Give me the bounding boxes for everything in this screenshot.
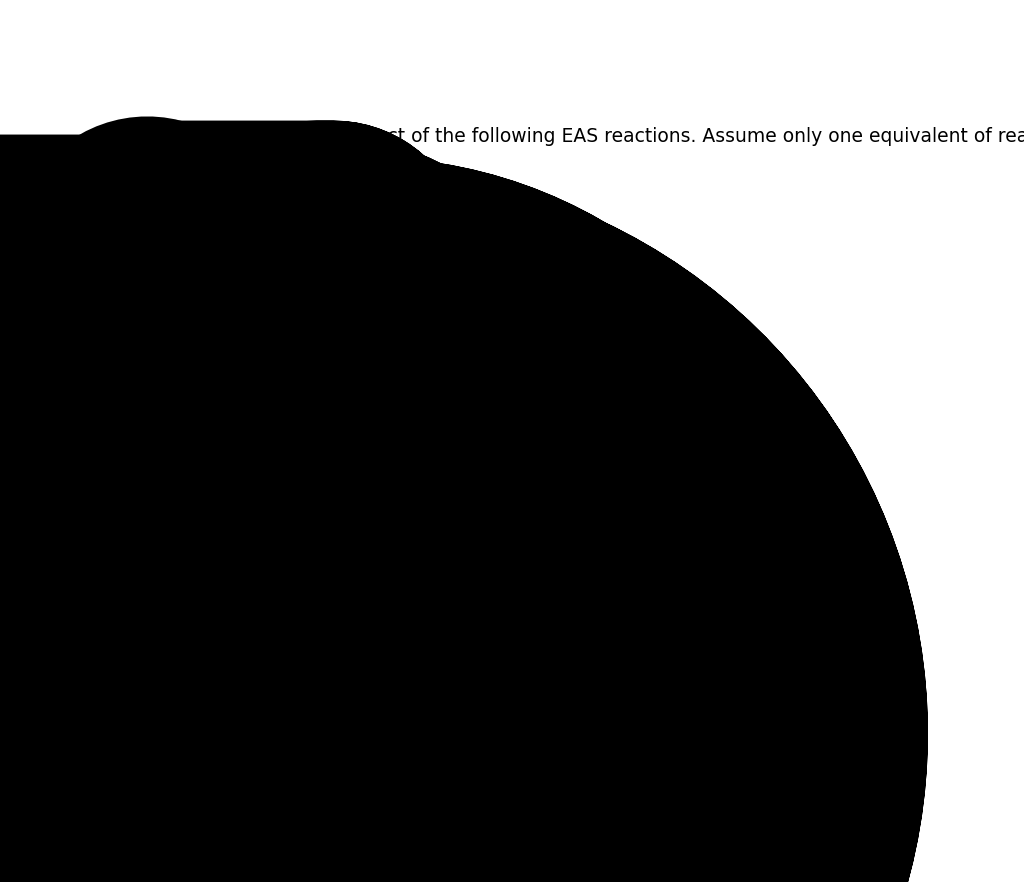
Text: O: O — [228, 420, 239, 434]
Text: H$_2$SO$_4$: H$_2$SO$_4$ — [335, 520, 383, 539]
Text: Br: Br — [226, 576, 242, 589]
Text: FeCl$_3$: FeCl$_3$ — [394, 739, 435, 759]
Text: O: O — [204, 651, 214, 665]
Text: O: O — [178, 684, 189, 698]
Text: the major product of the following EAS reactions. Assume only one equivalent of : the major product of the following EAS r… — [229, 127, 1024, 146]
Text: Cl: Cl — [371, 206, 385, 219]
Text: O: O — [202, 729, 213, 744]
Text: HCl: HCl — [378, 289, 401, 303]
Text: HNO$_3$: HNO$_3$ — [338, 482, 380, 501]
Text: 2.: 2. — [150, 127, 168, 146]
Text: fuming: fuming — [389, 599, 437, 612]
Text: Δ: Δ — [386, 306, 397, 324]
Text: 2. Zn(Hg): 2. Zn(Hg) — [365, 270, 430, 284]
Text: OCH$_3$: OCH$_3$ — [228, 180, 267, 197]
Text: Predict: Predict — [173, 127, 249, 146]
Text: 1.: 1. — [376, 152, 389, 166]
Text: Cl: Cl — [467, 702, 480, 716]
Text: O: O — [397, 144, 409, 157]
Text: BCl$_3$: BCl$_3$ — [349, 405, 383, 423]
Text: O: O — [182, 580, 193, 594]
Text: H$_2$SO$_4$: H$_2$SO$_4$ — [391, 631, 435, 647]
Text: Cl$_2$: Cl$_2$ — [354, 367, 377, 385]
Text: OCH$_3$: OCH$_3$ — [270, 303, 308, 318]
Text: NH$_2$: NH$_2$ — [264, 344, 292, 361]
Text: BCl$_3$: BCl$_3$ — [367, 224, 400, 243]
